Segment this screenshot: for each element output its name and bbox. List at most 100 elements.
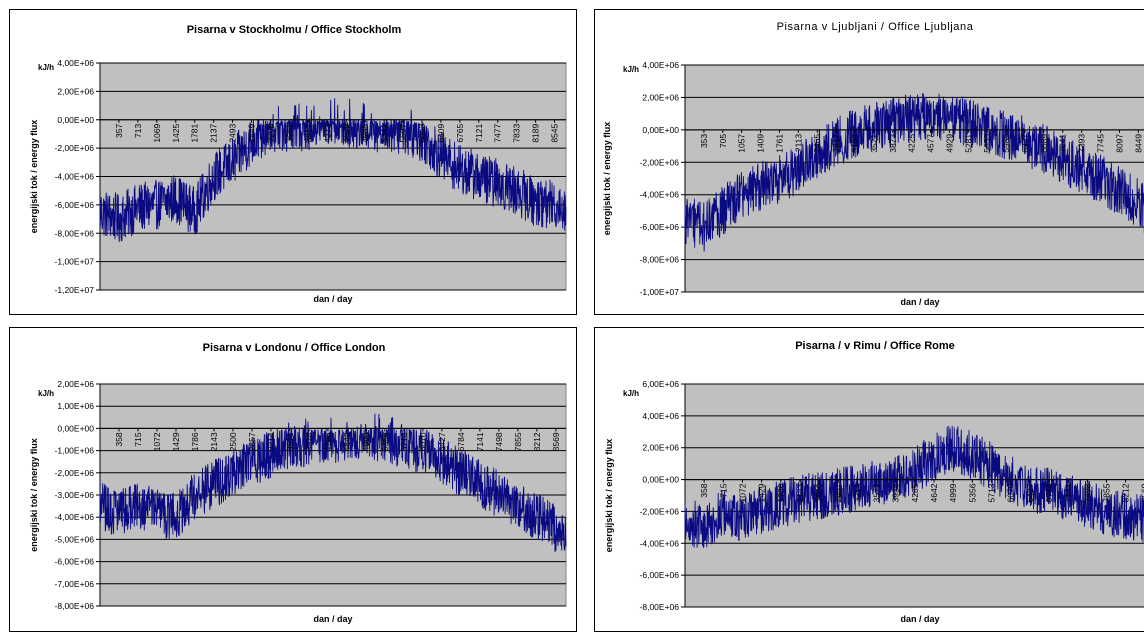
x-tick-label-ljubljana: 2465: [812, 134, 822, 153]
x-tick-label-rome: 358: [699, 483, 709, 497]
series-line-ljubljana: [684, 93, 1144, 252]
x-axis-title-rome: dan / day: [900, 614, 939, 624]
y-axis-title-rome: energijski tok / energy flux: [604, 439, 614, 553]
x-tick-label-ljubljana: 1057: [737, 134, 747, 153]
x-tick-label-stockholm: 1069: [152, 123, 162, 142]
unit-label-ljubljana: kJ/h: [623, 65, 639, 74]
x-tick-label-london: 5356: [380, 432, 390, 451]
x-tick-label-london: 6784: [456, 432, 466, 451]
series-line-stockholm: [99, 98, 567, 243]
x-tick-label-stockholm: 3561: [284, 123, 294, 142]
x-tick-label-rome: 6427: [1025, 483, 1035, 502]
x-tick-label-rome: 1072: [737, 483, 747, 502]
x-tick-label-rome: 3571: [872, 483, 882, 502]
x-tick-label-ljubljana: 4225: [907, 134, 917, 153]
x-tick-label-stockholm: 3205: [265, 123, 275, 142]
chart-panel-stockholm: Pisarna v Stockholmu / Office Stockholm 4…: [9, 9, 577, 315]
x-tick-label-rome: 4642: [929, 483, 939, 502]
x-tick-label-ljubljana: 3521: [869, 134, 879, 153]
y-tick-label-ljubljana: -8,00E+06: [640, 255, 680, 265]
x-tick-label-london: 4285: [323, 432, 333, 451]
x-axis-title-stockholm: dan / day: [313, 294, 352, 304]
x-tick-label-stockholm: 713: [133, 123, 143, 137]
x-tick-label-ljubljana: 3169: [850, 134, 860, 153]
x-tick-label-rome: 8212: [1121, 483, 1131, 502]
x-tick-label-rome: 4285: [910, 483, 920, 502]
x-tick-label-ljubljana: 1409: [756, 134, 766, 153]
x-tick-label-london: 6427: [437, 432, 447, 451]
x-tick-label-ljubljana: 5633: [982, 134, 992, 153]
y-tick-label-stockholm: -1,00E+07: [55, 257, 95, 267]
x-tick-label-london: 2857: [247, 432, 257, 451]
y-tick-label-london: 2,00E+06: [57, 379, 94, 389]
x-tick-label-rome: 715: [718, 483, 728, 497]
y-tick-label-rome: -2,00E+06: [640, 506, 680, 516]
y-tick-label-rome: -6,00E+06: [640, 570, 680, 580]
x-tick-label-rome: 3928: [891, 483, 901, 502]
chart-svg-stockholm: Pisarna v Stockholmu / Office Stockholm 4…: [29, 24, 567, 304]
x-tick-label-london: 8569: [551, 432, 561, 451]
x-tick-label-ljubljana: 8449: [1133, 134, 1143, 153]
chart-panel-ljubljana: Pisarna v Ljubljani / Office Ljubljana 4,…: [594, 9, 1144, 315]
x-tick-label-ljubljana: 353: [699, 134, 709, 148]
x-tick-label-stockholm: 2849: [247, 123, 257, 142]
x-tick-label-stockholm: 7121: [474, 123, 484, 142]
chart-title-rome: Pisarna / v Rimu / Office Rome: [795, 340, 955, 352]
x-tick-label-stockholm: 6053: [417, 123, 427, 142]
y-tick-label-london: 1,00E+06: [57, 401, 94, 411]
x-tick-label-london: 715: [133, 432, 143, 446]
x-tick-label-london: 358: [114, 432, 124, 446]
x-tick-label-rome: 7141: [1063, 483, 1073, 502]
y-tick-label-rome: -8,00E+06: [640, 602, 680, 612]
series-line-london: [99, 413, 567, 553]
x-tick-label-rome: 4999: [948, 483, 958, 502]
chart-title-ljubljana: Pisarna v Ljubljani / Office Ljubljana: [777, 21, 974, 33]
x-tick-label-rome: 6784: [1044, 483, 1054, 502]
x-tick-label-rome: 8569: [1140, 483, 1144, 502]
x-tick-label-london: 4642: [342, 432, 352, 451]
x-tick-label-rome: 1429: [757, 483, 767, 502]
chart-panel-rome: Pisarna / v Rimu / Office Rome 6,00E+06 4,…: [594, 327, 1144, 632]
x-tick-label-london: 7498: [494, 432, 504, 451]
x-tick-label-ljubljana: 6337: [1020, 134, 1030, 153]
x-tick-label-stockholm: 357: [114, 123, 124, 137]
chart-svg-rome: Pisarna / v Rimu / Office Rome 6,00E+06 4,…: [604, 340, 1144, 624]
x-tick-label-stockholm: 2137: [209, 123, 219, 142]
x-tick-label-stockholm: 8189: [531, 123, 541, 142]
x-tick-label-london: 8212: [532, 432, 542, 451]
chart-panel-london: Pisarna v Londonu / Office London 2,00E+0…: [9, 327, 577, 632]
y-tick-label-stockholm: -1,20E+07: [55, 285, 95, 295]
x-tick-label-stockholm: 6765: [455, 123, 465, 142]
x-tick-label-ljubljana: 5985: [1001, 134, 1011, 153]
y-tick-label-london: 0,00E+00: [57, 423, 94, 433]
y-tick-label-london: -7,00E+06: [55, 579, 95, 589]
x-tick-label-stockholm: 1781: [190, 123, 200, 142]
x-tick-label-london: 1072: [152, 432, 162, 451]
y-tick-label-ljubljana: -6,00E+06: [640, 222, 680, 232]
y-tick-label-stockholm: -6,00E+06: [55, 200, 95, 210]
chart-title-london: Pisarna v Londonu / Office London: [203, 342, 386, 354]
x-tick-label-london: 3928: [304, 432, 314, 451]
x-tick-label-ljubljana: 6689: [1039, 134, 1049, 153]
chart-title-stockholm: Pisarna v Stockholmu / Office Stockholm: [187, 24, 402, 36]
y-tick-label-rome: -4,00E+06: [640, 538, 680, 548]
unit-label-stockholm: kJ/h: [38, 63, 54, 72]
series-line-rome: [684, 425, 1144, 548]
y-axis-title-ljubljana: energijski tok / energy flux: [602, 122, 612, 236]
y-axis-title-stockholm: energijski tok / energy flux: [29, 120, 39, 234]
x-tick-label-ljubljana: 2817: [831, 134, 841, 153]
x-axis-title-london: dan / day: [313, 614, 352, 624]
x-tick-label-ljubljana: 705: [718, 134, 728, 148]
x-tick-label-london: 7855: [513, 432, 523, 451]
x-tick-label-london: 3571: [285, 432, 295, 451]
x-tick-label-ljubljana: 4577: [926, 134, 936, 153]
unit-label-rome: kJ/h: [623, 389, 639, 398]
x-tick-label-ljubljana: 7393: [1077, 134, 1087, 153]
y-tick-label-london: -1,00E+06: [55, 446, 95, 456]
x-tick-label-rome: 2857: [833, 483, 843, 502]
x-tick-label-london: 2500: [228, 432, 238, 451]
x-tick-label-stockholm: 4629: [341, 123, 351, 142]
x-tick-label-rome: 3214: [852, 483, 862, 502]
y-tick-label-stockholm: 0,00E+00: [57, 115, 94, 125]
x-tick-label-london: 7141: [475, 432, 485, 451]
